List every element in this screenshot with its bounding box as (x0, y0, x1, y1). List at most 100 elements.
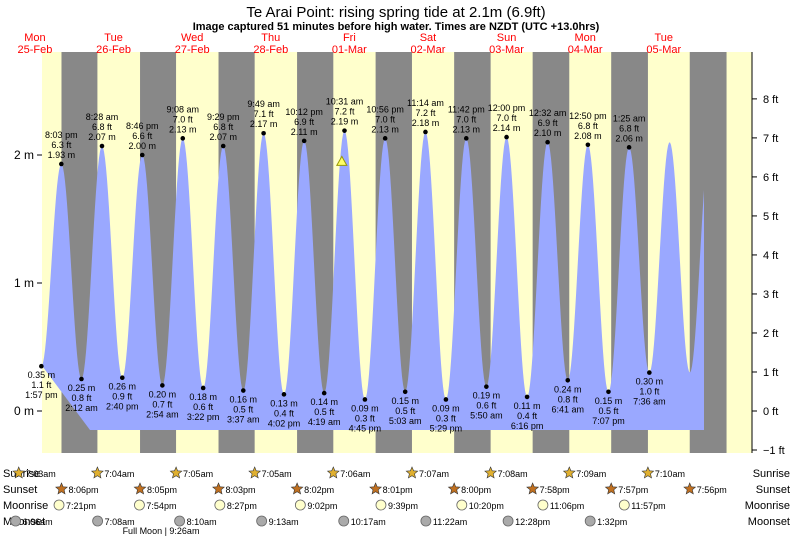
tide-m-label: 2.00 m (129, 141, 157, 151)
sunset-icon (55, 482, 68, 495)
sunset-time: 8:06pm (68, 485, 98, 495)
moonrise-icon (456, 499, 468, 511)
tide-m-label: 2.13 m (371, 124, 399, 134)
tide-m-label: 2.13 m (453, 124, 481, 134)
tide-m-label: 0.20 m (149, 389, 177, 399)
tide-ft-label: 1.1 ft (31, 380, 52, 390)
tide-time-label: 1:25 am (613, 113, 646, 123)
sunset-icon (369, 482, 383, 495)
tide-point (443, 397, 449, 402)
right-tick-label: −1 ft (763, 445, 785, 457)
date-label: 05-Mar (646, 44, 681, 56)
right-tick-label: 7 ft (763, 133, 778, 145)
tide-ft-label: 0.3 ft (436, 413, 457, 423)
moonset-time: 9:13am (269, 517, 299, 527)
moonrise-icon (134, 499, 145, 511)
tide-point (59, 161, 64, 167)
tide-ft-label: 1.0 ft (639, 387, 660, 397)
tide-ft-label: 6.9 ft (294, 117, 315, 127)
tide-ft-label: 6.9 ft (538, 118, 559, 128)
sunrise-icon (484, 466, 498, 479)
tide-m-label: 0.35 m (28, 370, 56, 380)
right-tick-label: 4 ft (763, 250, 778, 262)
tide-point (504, 134, 509, 140)
sunset-time: 8:01pm (383, 485, 413, 495)
tide-ft-label: 0.4 ft (517, 411, 538, 421)
tide-time-label: 6:41 am (551, 404, 584, 414)
tide-time-label: 1:57 pm (25, 390, 58, 400)
day-of-week-label: Sat (420, 32, 437, 44)
moonrise-time: 7:54pm (146, 501, 176, 511)
tide-ft-label: 6.8 ft (213, 122, 234, 132)
tide-point (484, 384, 489, 389)
sunset-icon (683, 482, 697, 495)
tide-time-label: 5:29 pm (430, 423, 463, 433)
right-tick-label: 6 ft (763, 172, 778, 184)
date-label: 01-Mar (332, 44, 367, 56)
moonset-row-label-right: Moonset (748, 516, 790, 528)
tide-ft-label: 0.5 ft (598, 406, 619, 416)
date-label: 25-Feb (18, 44, 53, 56)
sunrise-time: 7:08am (498, 469, 528, 479)
tide-time-label: 6:16 pm (511, 421, 544, 431)
date-label: 28-Feb (253, 44, 288, 56)
tide-m-label: 0.30 m (636, 377, 664, 387)
sunset-time: 7:58pm (540, 485, 570, 495)
sunrise-icon (12, 466, 26, 479)
moonset-icon (338, 515, 350, 527)
moonset-time: 12:28pm (515, 517, 550, 527)
tide-ft-label: 0.4 ft (274, 408, 295, 418)
tide-point (606, 389, 611, 395)
tide-point (626, 145, 632, 150)
tide-m-label: 2.14 m (493, 123, 521, 133)
tide-time-label: 3:37 am (227, 415, 260, 425)
tide-point (79, 376, 84, 382)
sunrise-time: 7:03am (26, 469, 56, 479)
tide-time-label: 9:08 am (167, 104, 200, 114)
sunset-icon (212, 482, 225, 495)
moonset-icon (10, 515, 22, 527)
tide-m-label: 2.06 m (615, 133, 643, 143)
sunset-time: 8:02pm (304, 485, 334, 495)
sunrise-time: 7:10am (655, 469, 685, 479)
tide-ft-label: 0.8 ft (71, 393, 92, 403)
tide-m-label: 0.18 m (189, 392, 217, 402)
tide-time-label: 12:50 pm (569, 111, 607, 121)
tide-point (241, 388, 246, 393)
tide-time-label: 11:42 pm (448, 104, 485, 114)
tide-m-label: 2.19 m (331, 117, 359, 127)
moonset-icon (584, 515, 596, 527)
tide-time-label: 7:07 pm (592, 416, 625, 426)
tide-ft-label: 7.2 ft (334, 107, 355, 117)
tide-time-label: 2:40 pm (106, 402, 139, 412)
tide-ft-label: 7.0 ft (456, 114, 477, 124)
sunrise-time: 7:05am (262, 469, 292, 479)
tide-ft-label: 0.7 ft (152, 399, 173, 409)
tide-m-label: 0.25 m (68, 383, 96, 393)
moonrise-icon (537, 499, 549, 511)
moonrise-row-label: Moonrise (3, 500, 48, 512)
tide-m-label: 0.13 m (270, 398, 298, 408)
tide-ft-label: 6.6 ft (132, 131, 153, 141)
sunset-icon (290, 482, 304, 495)
sunrise-icon (169, 466, 183, 479)
moonset-time: 11:22am (433, 517, 467, 527)
tide-time-label: 10:56 pm (366, 104, 404, 114)
tide-point (647, 370, 652, 375)
sunrise-icon (248, 466, 262, 479)
moonrise-icon (618, 499, 630, 511)
sunset-time: 7:56pm (697, 485, 727, 495)
tide-m-label: 2.07 m (88, 132, 116, 142)
tide-area (42, 131, 704, 430)
sunrise-time: 7:09am (576, 469, 606, 479)
tide-m-label: 2.18 m (412, 118, 440, 128)
tide-time-label: 8:03 pm (45, 130, 78, 140)
tide-ft-label: 6.3 ft (51, 140, 72, 150)
tide-point (281, 392, 287, 397)
tide-m-label: 0.14 m (310, 397, 338, 407)
tide-time-label: 4:02 pm (268, 418, 301, 428)
tide-time-label: 4:45 pm (349, 423, 382, 433)
day-of-week-label: Thu (261, 32, 280, 44)
tide-time-label: 10:31 am (326, 97, 364, 107)
left-tick-label: 0 m (14, 404, 34, 418)
